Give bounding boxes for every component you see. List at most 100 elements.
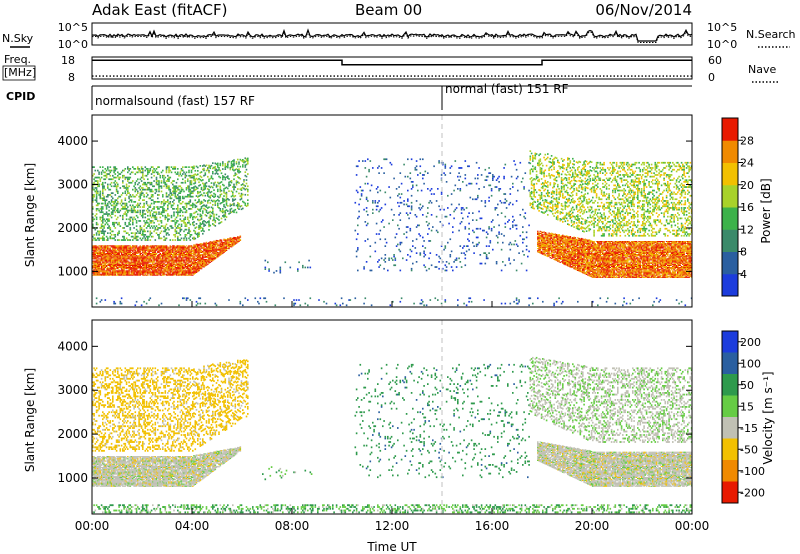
heatmap-cell xyxy=(163,259,165,261)
heatmap-cell xyxy=(184,270,187,272)
heatmap-cell xyxy=(137,264,139,266)
heatmap-cell xyxy=(200,246,203,248)
heatmap-cell xyxy=(165,268,168,270)
heatmap-cell xyxy=(179,234,182,236)
heatmap-cell xyxy=(195,264,198,266)
heatmap-cell xyxy=(190,245,193,247)
heatmap-cell xyxy=(219,169,222,172)
heatmap-cell xyxy=(139,272,142,274)
heatmap-cell xyxy=(210,249,213,251)
heatmap-cell xyxy=(374,200,377,202)
heatmap-cell xyxy=(140,260,143,262)
heatmap-cell xyxy=(173,263,175,265)
heatmap-cell xyxy=(182,258,184,260)
heatmap-cell xyxy=(185,228,188,231)
heatmap-cell xyxy=(103,273,105,275)
heatmap-cell xyxy=(167,270,169,272)
heatmap-cell xyxy=(384,238,387,241)
heatmap-cell xyxy=(168,180,170,182)
heatmap-cell xyxy=(124,197,127,200)
heatmap-cell xyxy=(125,185,128,188)
heatmap-cell xyxy=(185,249,188,251)
heatmap-cell xyxy=(214,245,217,247)
heatmap-cell xyxy=(605,300,608,303)
heatmap-cell xyxy=(213,258,215,260)
heatmap-cell xyxy=(142,272,144,274)
heatmap-cell xyxy=(137,249,139,251)
heatmap-cell xyxy=(117,254,119,256)
heatmap-cell xyxy=(430,201,433,204)
heatmap-cell xyxy=(144,166,147,168)
heatmap-cell xyxy=(448,262,450,265)
heatmap-cell xyxy=(208,253,210,255)
heatmap-cell xyxy=(212,242,214,244)
heatmap-cell xyxy=(233,244,235,246)
heatmap-cell xyxy=(177,249,179,251)
heatmap-cell xyxy=(179,192,182,194)
heatmap-cell xyxy=(128,221,130,224)
heatmap-cell xyxy=(168,256,170,258)
heatmap-cell xyxy=(189,230,192,233)
heatmap-cell xyxy=(125,246,128,248)
heatmap-cell xyxy=(144,181,147,184)
heatmap-cell xyxy=(409,229,412,232)
heatmap-cell xyxy=(204,252,207,254)
heatmap-cell xyxy=(182,266,184,268)
heatmap-cell xyxy=(187,270,189,272)
heatmap-cell xyxy=(139,268,142,270)
heatmap-cell xyxy=(220,248,223,250)
heatmap-cell xyxy=(120,246,123,248)
heatmap-cell xyxy=(202,179,204,181)
heatmap-cell xyxy=(145,268,148,270)
heatmap-cell xyxy=(125,270,128,272)
heatmap-cell xyxy=(113,268,115,270)
heatmap-cell xyxy=(212,260,214,262)
heatmap-cell xyxy=(115,271,118,273)
heatmap-cell xyxy=(165,247,168,249)
heatmap-cell xyxy=(110,267,113,269)
heatmap-cell xyxy=(242,193,244,196)
heatmap-cell xyxy=(152,261,154,263)
heatmap-cell xyxy=(142,249,144,251)
heatmap-cell xyxy=(179,260,182,262)
heatmap-cell xyxy=(124,263,127,265)
heatmap-cell xyxy=(158,255,160,257)
heatmap-cell xyxy=(147,263,149,265)
heatmap-cell xyxy=(237,237,239,239)
heatmap-cell xyxy=(127,267,129,269)
heatmap-cell xyxy=(388,222,390,225)
heatmap-cell xyxy=(188,221,190,224)
heatmap-cell xyxy=(222,249,224,251)
heatmap-cell xyxy=(222,251,224,253)
heatmap-cell xyxy=(215,304,218,307)
heatmap-cell xyxy=(142,187,144,189)
heatmap-cell xyxy=(128,252,130,254)
heatmap-cell xyxy=(175,249,178,251)
heatmap-cell xyxy=(167,256,169,258)
heatmap-cell xyxy=(100,252,103,254)
heatmap-cell xyxy=(152,271,154,273)
heatmap-cell xyxy=(213,249,215,251)
heatmap-cell xyxy=(187,268,189,270)
heatmap-cell xyxy=(104,256,107,258)
heatmap-cell xyxy=(118,257,120,259)
heatmap-cell xyxy=(198,266,200,268)
heatmap-cell xyxy=(135,263,138,265)
heatmap-cell xyxy=(397,194,399,197)
heatmap-cell xyxy=(279,268,282,270)
heatmap-cell xyxy=(168,267,170,269)
heatmap-cell xyxy=(247,190,249,193)
heatmap-cell xyxy=(138,263,140,265)
heatmap-cell xyxy=(234,237,237,239)
heatmap-cell xyxy=(203,242,205,244)
heatmap-cell xyxy=(212,250,214,252)
heatmap-cell xyxy=(98,254,100,256)
heatmap-cell xyxy=(227,243,229,245)
heatmap-cell xyxy=(100,266,103,268)
heatmap-cell xyxy=(194,261,197,263)
heatmap-cell xyxy=(108,260,110,262)
heatmap-cell xyxy=(129,255,132,257)
heatmap-cell xyxy=(188,268,190,270)
heatmap-cell xyxy=(110,272,113,274)
heatmap-cell xyxy=(168,178,170,181)
